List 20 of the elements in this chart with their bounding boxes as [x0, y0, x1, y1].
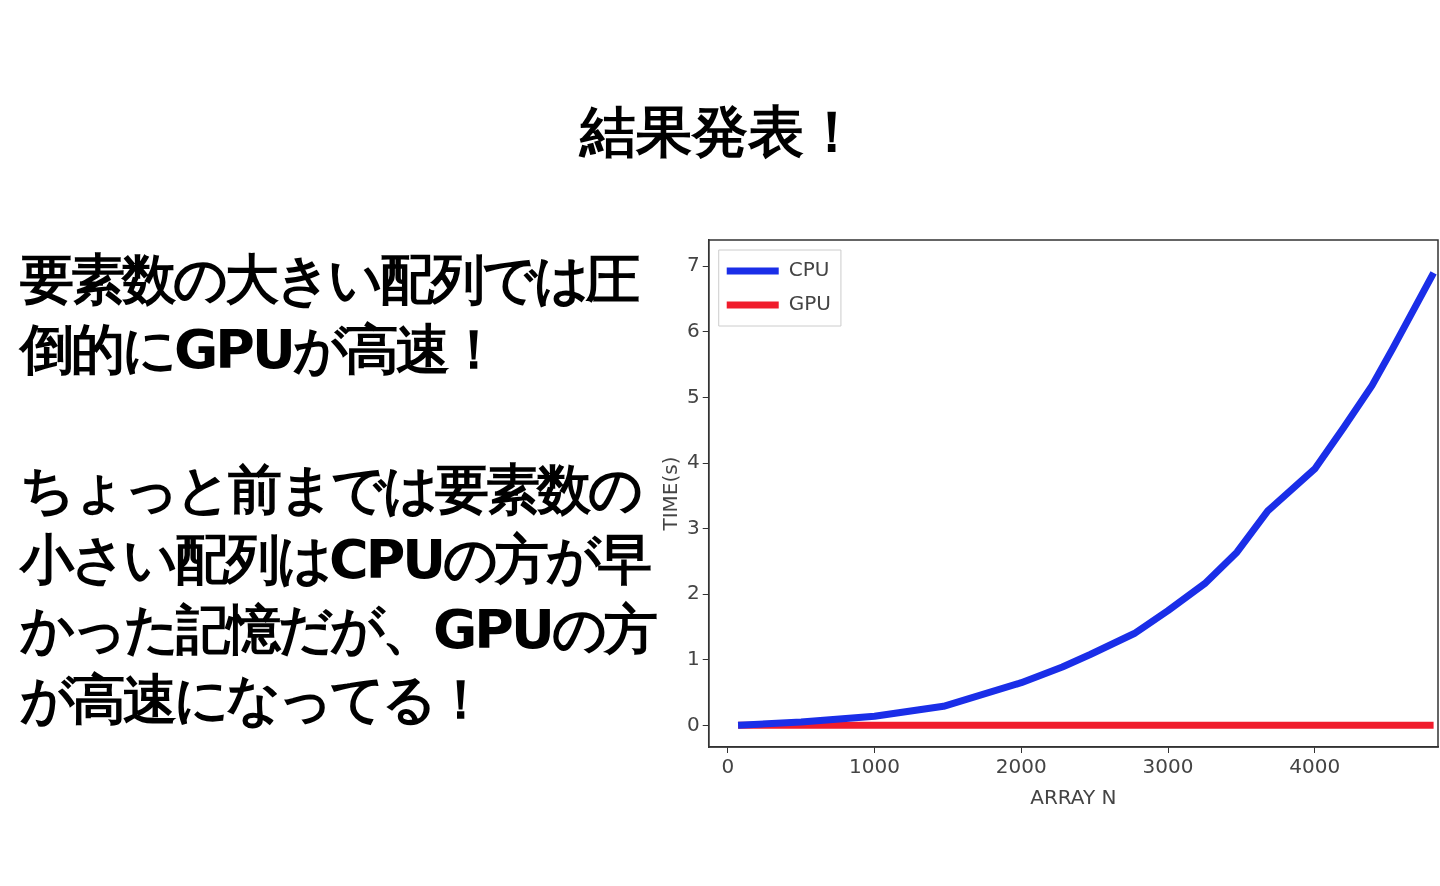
y-axis-title: TIME(s): [658, 456, 683, 532]
y-tick-label: 7: [686, 252, 700, 277]
x-tick-label: 2000: [995, 754, 1047, 779]
y-tick-label: 4: [686, 449, 700, 474]
y-tick-label: 1: [686, 645, 700, 670]
x-tick-label: 3000: [1142, 754, 1194, 779]
y-tick-label: 6: [686, 318, 700, 343]
legend-label: CPU: [788, 257, 830, 282]
y-tick-label: 3: [686, 514, 700, 539]
y-tick-label: 0: [686, 711, 700, 736]
legend-label: GPU: [788, 291, 831, 316]
x-tick-label: 1000: [849, 754, 900, 779]
y-tick-label: 5: [686, 383, 700, 408]
x-axis-title: ARRAY N: [1030, 785, 1117, 810]
text: ちょっと前までは要素数の小さい配列はCPUの方が早かった記憶だが、GPUの方が高速になってる！: [20, 458, 655, 731]
x-tick-label: 0: [721, 754, 735, 779]
y-tick-label: 2: [686, 580, 700, 605]
x-tick-label: 4000: [1289, 754, 1341, 779]
chart-title: 結果発表！: [578, 98, 861, 166]
text: 要素数の大きい配列では圧倒的にGPUが高速！: [20, 247, 639, 383]
